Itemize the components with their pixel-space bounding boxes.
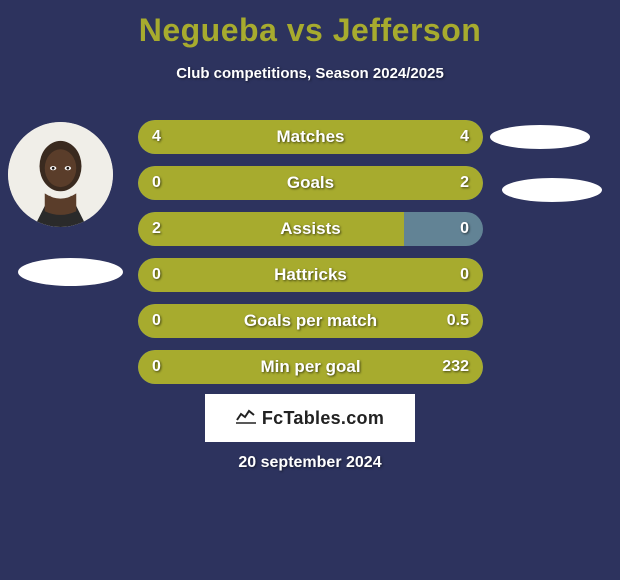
source-logo: FcTables.com (205, 394, 415, 442)
footer-date: 20 september 2024 (0, 454, 620, 472)
bar-fill (138, 304, 483, 338)
bar-fill (138, 212, 404, 246)
source-logo-text: FcTables.com (262, 408, 384, 429)
player-right-avatar-placeholder (490, 125, 590, 149)
bar-fill (138, 120, 483, 154)
bar-row-hattricks: 0 Hattricks 0 (138, 258, 483, 292)
bar-fill (138, 258, 483, 292)
bar-fill (138, 166, 483, 200)
bar-row-matches: 4 Matches 4 (138, 120, 483, 154)
page-title: Negueba vs Jefferson (0, 0, 620, 49)
player-left-avatar (8, 122, 113, 227)
bar-fill (138, 350, 483, 384)
comparison-bars: 4 Matches 4 0 Goals 2 2 Assists 0 0 Hatt… (138, 120, 483, 396)
chart-icon (236, 408, 256, 429)
bar-row-goals-per-match: 0 Goals per match 0.5 (138, 304, 483, 338)
bar-row-goals: 0 Goals 2 (138, 166, 483, 200)
page-subtitle: Club competitions, Season 2024/2025 (0, 65, 620, 82)
player-right-name-placeholder (502, 178, 602, 202)
bar-row-min-per-goal: 0 Min per goal 232 (138, 350, 483, 384)
bar-row-assists: 2 Assists 0 (138, 212, 483, 246)
bar-right-value: 0 (460, 212, 469, 246)
player-left-name-placeholder (18, 258, 123, 286)
